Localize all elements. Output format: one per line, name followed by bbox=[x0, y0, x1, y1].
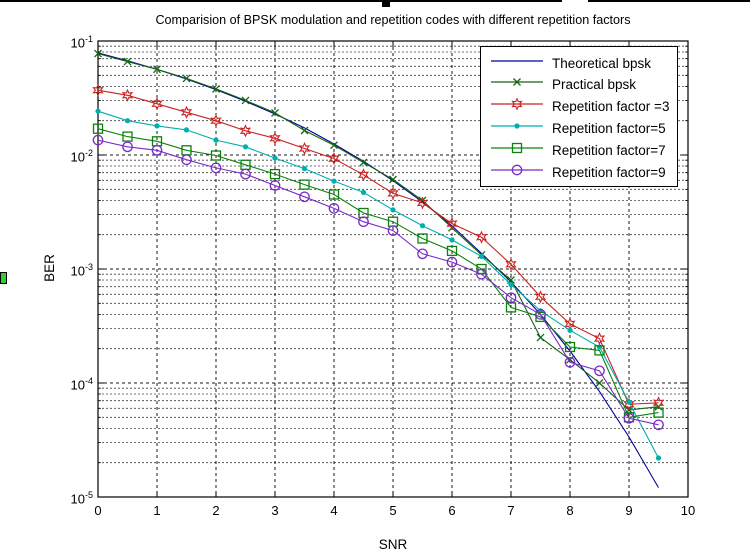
legend-swatch-line bbox=[489, 53, 545, 74]
y-tick-label: 10-4 bbox=[70, 376, 93, 393]
series-repetition-factor-9 bbox=[92, 134, 664, 431]
x-tick-label: 4 bbox=[330, 503, 338, 518]
legend-item: Repetition factor=9 bbox=[489, 163, 666, 183]
x-tick-label: 7 bbox=[507, 503, 515, 518]
legend-item: Repetition factor=7 bbox=[489, 141, 666, 161]
legend-label: Repetition factor=5 bbox=[552, 121, 666, 137]
legend-label: Theoretical bpsk bbox=[552, 55, 652, 71]
y-tick-label: 10-2 bbox=[70, 148, 93, 165]
x-tick-label: 2 bbox=[212, 503, 220, 518]
x-tick-label: 1 bbox=[153, 503, 161, 518]
x-axis-label: SNR bbox=[378, 537, 408, 552]
x-tick-label: 6 bbox=[448, 503, 456, 518]
series-repetition-factor-3 bbox=[92, 83, 665, 411]
legend-label: Practical bpsk bbox=[552, 77, 637, 93]
x-tick-label: 9 bbox=[625, 503, 633, 518]
x-tick-label: 8 bbox=[566, 503, 574, 518]
legend-swatch-square-icon bbox=[489, 140, 545, 161]
screen-artifact-top-line-left bbox=[0, 0, 562, 2]
legend-swatch-hexagram-icon bbox=[489, 96, 545, 117]
axis-ticks bbox=[97, 40, 689, 498]
y-tick-label: 10-3 bbox=[70, 262, 93, 279]
screen-artifact-green-tab bbox=[0, 272, 7, 284]
legend-swatch-dot-icon bbox=[489, 118, 545, 139]
y-tick-label: 10-5 bbox=[70, 490, 93, 507]
legend-item: Repetition factor =3 bbox=[489, 97, 669, 117]
x-tick-label: 0 bbox=[94, 503, 102, 518]
screen-artifact-top-notch bbox=[382, 2, 390, 7]
legend-label: Repetition factor=9 bbox=[552, 165, 666, 180]
legend-swatch-x-icon bbox=[489, 74, 545, 95]
legend-item: Repetition factor=5 bbox=[489, 119, 666, 139]
screen-artifact-top-line-right bbox=[588, 0, 750, 2]
legend-item: Theoretical bpsk bbox=[489, 53, 651, 73]
y-tick-label: 10-1 bbox=[70, 34, 93, 51]
chart-title: Comparision of BPSK modulation and repet… bbox=[155, 13, 631, 27]
x-tick-label: 10 bbox=[680, 503, 696, 518]
legend-label: Repetition factor =3 bbox=[552, 99, 670, 115]
legend-item: Practical bpsk bbox=[489, 75, 636, 95]
legend-label: Repetition factor=7 bbox=[552, 143, 666, 159]
x-tick-label: 5 bbox=[389, 503, 397, 518]
series-repetition-factor-7 bbox=[92, 123, 664, 423]
x-tick-label: 3 bbox=[271, 503, 279, 518]
legend[interactable]: Theoretical bpsk Practical bpsk Repetiti… bbox=[480, 46, 678, 187]
legend-swatch-circle-icon bbox=[489, 162, 545, 183]
grid bbox=[98, 41, 688, 497]
